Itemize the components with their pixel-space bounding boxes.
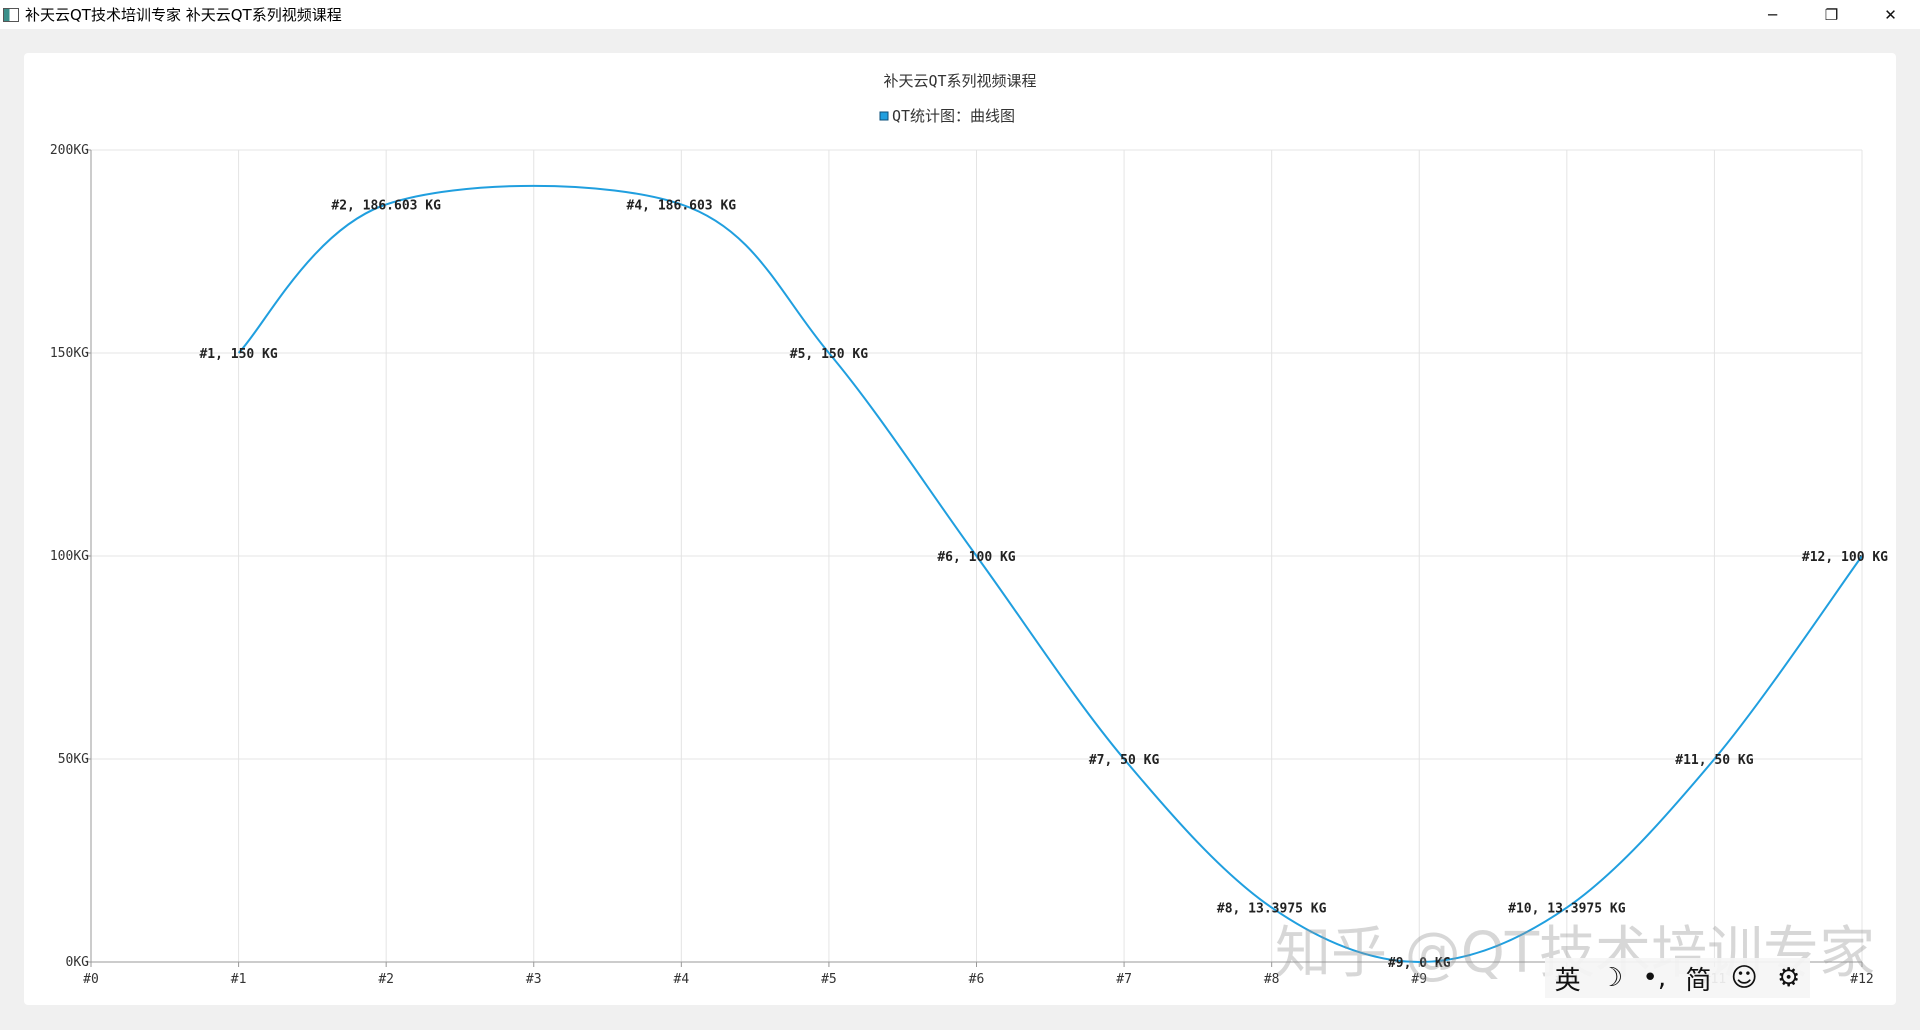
maximize-button[interactable]: ❐ [1824, 5, 1839, 24]
gear-icon[interactable]: ⚙ [1777, 963, 1801, 993]
window-titlebar: 补天云QT技术培训专家 补天云QT系列视频课程 ─ ❐ ✕ [0, 0, 1920, 29]
window-title: 补天云QT技术培训专家 补天云QT系列视频课程 [25, 6, 342, 24]
x-tick-label: #3 [526, 972, 542, 987]
ime-toolbar[interactable]: 英 ☽ •, 简 ☺ ⚙ [1545, 958, 1810, 998]
legend-entry: QT统计图：曲线图 [892, 107, 1015, 125]
chart-legend[interactable]: QT统计图：曲线图 [879, 107, 1015, 125]
point-label: #7, 50 KG [1089, 753, 1160, 768]
point-label: #12, 100 KG [1802, 550, 1888, 565]
y-tick-label: 0KG [66, 955, 90, 970]
line-chart: #0#1#2#3#4#5#6#7#8#9#10#11#120KG50KG100K… [50, 72, 1888, 987]
chart-point-labels: #1, 150 KG #2, 186.603 KG #4, 186.603 KG #5… [199, 198, 1888, 971]
x-tick-label: #8 [1264, 972, 1280, 987]
ime-punctuation-toggle[interactable]: •, [1642, 963, 1667, 993]
app-icon [3, 7, 19, 22]
moon-icon[interactable]: ☽ [1599, 963, 1624, 993]
chart-panel: #0#1#2#3#4#5#6#7#8#9#10#11#120KG50KG100K… [24, 53, 1896, 1005]
point-label: #1, 150 KG [199, 347, 277, 362]
minimize-button[interactable]: ─ [1767, 5, 1778, 24]
chart-title: 补天云QT系列视频课程 [883, 72, 1036, 90]
x-tick-label: #1 [231, 972, 247, 987]
close-button[interactable]: ✕ [1884, 5, 1897, 24]
x-tick-label: #2 [378, 972, 394, 987]
x-tick-label: #7 [1116, 972, 1132, 987]
y-tick-label: 100KG [50, 549, 89, 564]
x-tick-label: #12 [1850, 972, 1873, 987]
point-label: #5, 150 KG [790, 347, 868, 362]
ime-language-toggle[interactable]: 英 [1554, 965, 1581, 996]
y-tick-label: 200KG [50, 143, 89, 158]
y-tick-label: 50KG [58, 752, 89, 767]
point-label: #2, 186.603 KG [331, 198, 441, 213]
point-label: #11, 50 KG [1675, 753, 1753, 768]
point-label: #6, 100 KG [937, 550, 1015, 565]
point-label: #8, 13.3975 KG [1217, 902, 1327, 917]
legend-marker [879, 111, 889, 121]
x-tick-label: #6 [969, 972, 985, 987]
point-label: #9, 0 KG [1388, 956, 1451, 971]
point-label: #10, 13.3975 KG [1508, 902, 1626, 917]
emoji-icon[interactable]: ☺ [1730, 963, 1758, 993]
chart-series [237, 184, 1863, 964]
x-tick-label: #4 [674, 972, 690, 987]
x-tick-label: #9 [1411, 972, 1427, 987]
series-line [237, 184, 1863, 964]
x-tick-label: #0 [83, 972, 99, 987]
chart-axes: #0#1#2#3#4#5#6#7#8#9#10#11#120KG50KG100K… [50, 143, 1874, 987]
y-tick-label: 150KG [50, 346, 89, 361]
x-tick-label: #5 [821, 972, 837, 987]
window-controls: ─ ❐ ✕ [1743, 0, 1920, 29]
ime-simplified-toggle[interactable]: 简 [1685, 965, 1712, 996]
point-label: #4, 186.603 KG [627, 198, 737, 213]
